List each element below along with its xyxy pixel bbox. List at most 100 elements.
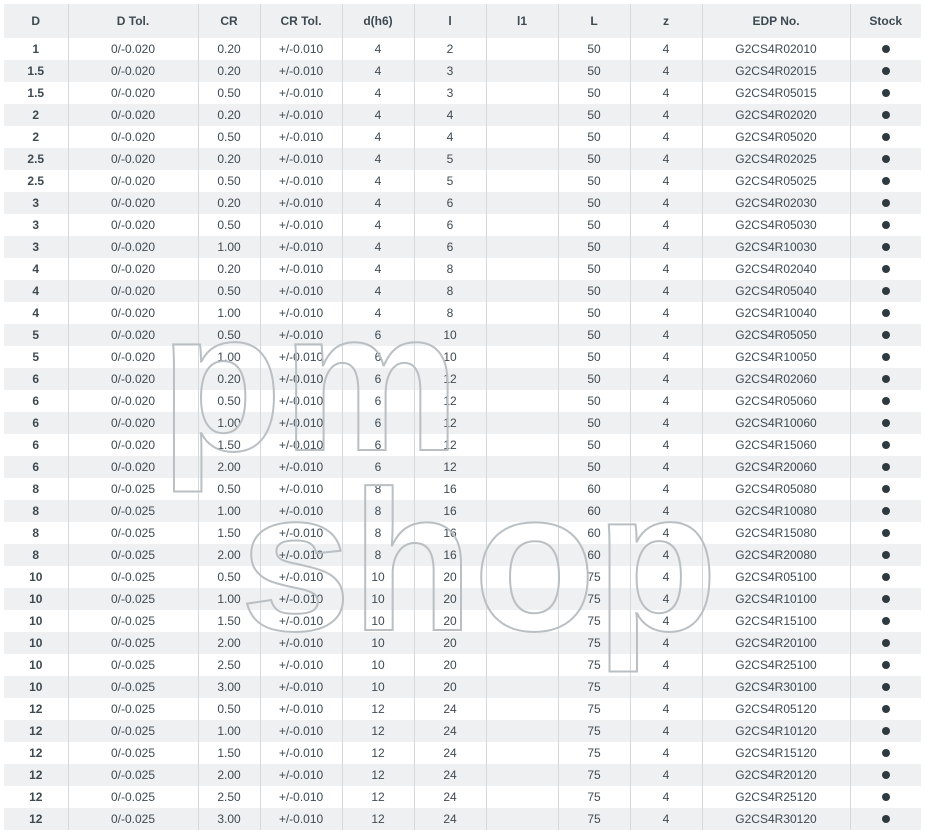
col-CR[interactable]: CR	[198, 4, 260, 38]
cell-stock	[850, 808, 921, 830]
cell-EDP: G2CS4R02010	[702, 38, 850, 60]
table-row[interactable]: 50/-0.0200.50+/-0.010610504G2CS4R05050	[4, 324, 921, 346]
cell-DTol: 0/-0.025	[68, 808, 198, 830]
table-row[interactable]: 80/-0.0251.00+/-0.010816604G2CS4R10080	[4, 500, 921, 522]
table-row[interactable]: 100/-0.0251.00+/-0.0101020754G2CS4R10100	[4, 588, 921, 610]
cell-CRTol: +/-0.010	[260, 588, 342, 610]
cell-dh6: 6	[342, 390, 414, 412]
cell-EDP: G2CS4R05040	[702, 280, 850, 302]
table-header: D D Tol. CR CR Tol. d(h6) l l1 L z EDP N…	[4, 4, 921, 38]
cell-EDP: G2CS4R15120	[702, 742, 850, 764]
table-row[interactable]: 20/-0.0200.50+/-0.01044504G2CS4R05020	[4, 126, 921, 148]
table-row[interactable]: 10/-0.0200.20+/-0.01042504G2CS4R02010	[4, 38, 921, 60]
table-row[interactable]: 2.50/-0.0200.50+/-0.01045504G2CS4R05025	[4, 170, 921, 192]
cell-L: 50	[558, 390, 630, 412]
cell-CRTol: +/-0.010	[260, 434, 342, 456]
cell-z: 4	[630, 214, 702, 236]
cell-EDP: G2CS4R30120	[702, 808, 850, 830]
table-row[interactable]: 2.50/-0.0200.20+/-0.01045504G2CS4R02025	[4, 148, 921, 170]
col-z[interactable]: z	[630, 4, 702, 38]
cell-stock	[850, 346, 921, 368]
cell-l: 8	[414, 258, 486, 280]
table-row[interactable]: 120/-0.0252.50+/-0.0101224754G2CS4R25120	[4, 786, 921, 808]
cell-stock	[850, 522, 921, 544]
cell-CRTol: +/-0.010	[260, 126, 342, 148]
col-D[interactable]: D	[4, 4, 68, 38]
table-row[interactable]: 20/-0.0200.20+/-0.01044504G2CS4R02020	[4, 104, 921, 126]
cell-DTol: 0/-0.020	[68, 148, 198, 170]
col-L[interactable]: L	[558, 4, 630, 38]
cell-L: 75	[558, 566, 630, 588]
cell-CRTol: +/-0.010	[260, 544, 342, 566]
table-row[interactable]: 80/-0.0252.00+/-0.010816604G2CS4R20080	[4, 544, 921, 566]
cell-dh6: 10	[342, 654, 414, 676]
cell-CR: 0.20	[198, 258, 260, 280]
cell-l: 20	[414, 610, 486, 632]
col-Stock[interactable]: Stock	[850, 4, 921, 38]
cell-EDP: G2CS4R10080	[702, 500, 850, 522]
table-row[interactable]: 60/-0.0202.00+/-0.010612504G2CS4R20060	[4, 456, 921, 478]
cell-z: 4	[630, 104, 702, 126]
table-row[interactable]: 120/-0.0252.00+/-0.0101224754G2CS4R20120	[4, 764, 921, 786]
cell-CRTol: +/-0.010	[260, 148, 342, 170]
table-row[interactable]: 30/-0.0200.50+/-0.01046504G2CS4R05030	[4, 214, 921, 236]
table-row[interactable]: 40/-0.0200.50+/-0.01048504G2CS4R05040	[4, 280, 921, 302]
cell-CRTol: +/-0.010	[260, 368, 342, 390]
table-row[interactable]: 120/-0.0250.50+/-0.0101224754G2CS4R05120	[4, 698, 921, 720]
cell-L: 50	[558, 324, 630, 346]
col-dh6[interactable]: d(h6)	[342, 4, 414, 38]
cell-CR: 0.50	[198, 324, 260, 346]
stock-dot-icon	[882, 815, 890, 823]
table-row[interactable]: 30/-0.0201.00+/-0.01046504G2CS4R10030	[4, 236, 921, 258]
cell-EDP: G2CS4R05025	[702, 170, 850, 192]
table-row[interactable]: 60/-0.0200.50+/-0.010612504G2CS4R05060	[4, 390, 921, 412]
cell-CR: 0.20	[198, 148, 260, 170]
table-row[interactable]: 120/-0.0253.00+/-0.0101224754G2CS4R30120	[4, 808, 921, 830]
table-row[interactable]: 80/-0.0250.50+/-0.010816604G2CS4R05080	[4, 478, 921, 500]
table-row[interactable]: 50/-0.0201.00+/-0.010610504G2CS4R10050	[4, 346, 921, 368]
cell-DTol: 0/-0.020	[68, 258, 198, 280]
cell-L: 75	[558, 698, 630, 720]
cell-dh6: 6	[342, 456, 414, 478]
cell-DTol: 0/-0.025	[68, 566, 198, 588]
table-row[interactable]: 120/-0.0251.00+/-0.0101224754G2CS4R10120	[4, 720, 921, 742]
table-row[interactable]: 30/-0.0200.20+/-0.01046504G2CS4R02030	[4, 192, 921, 214]
table-row[interactable]: 60/-0.0201.50+/-0.010612504G2CS4R15060	[4, 434, 921, 456]
cell-dh6: 8	[342, 478, 414, 500]
table-row[interactable]: 100/-0.0251.50+/-0.0101020754G2CS4R15100	[4, 610, 921, 632]
cell-z: 4	[630, 764, 702, 786]
table-row[interactable]: 100/-0.0253.00+/-0.0101020754G2CS4R30100	[4, 676, 921, 698]
col-l[interactable]: l	[414, 4, 486, 38]
cell-D: 12	[4, 808, 68, 830]
cell-L: 50	[558, 148, 630, 170]
table-row[interactable]: 1.50/-0.0200.50+/-0.01043504G2CS4R05015	[4, 82, 921, 104]
table-row[interactable]: 80/-0.0251.50+/-0.010816604G2CS4R15080	[4, 522, 921, 544]
col-EDP[interactable]: EDP No.	[702, 4, 850, 38]
cell-CRTol: +/-0.010	[260, 808, 342, 830]
col-DTol[interactable]: D Tol.	[68, 4, 198, 38]
table-row[interactable]: 100/-0.0252.50+/-0.0101020754G2CS4R25100	[4, 654, 921, 676]
cell-EDP: G2CS4R20100	[702, 632, 850, 654]
cell-l: 3	[414, 60, 486, 82]
table-row[interactable]: 120/-0.0251.50+/-0.0101224754G2CS4R15120	[4, 742, 921, 764]
cell-stock	[850, 170, 921, 192]
cell-CR: 1.50	[198, 742, 260, 764]
col-l1[interactable]: l1	[486, 4, 558, 38]
table-row[interactable]: 40/-0.0201.00+/-0.01048504G2CS4R10040	[4, 302, 921, 324]
cell-z: 4	[630, 478, 702, 500]
cell-dh6: 6	[342, 434, 414, 456]
cell-z: 4	[630, 522, 702, 544]
table-row[interactable]: 40/-0.0200.20+/-0.01048504G2CS4R02040	[4, 258, 921, 280]
cell-l: 20	[414, 654, 486, 676]
col-CRTol[interactable]: CR Tol.	[260, 4, 342, 38]
cell-CRTol: +/-0.010	[260, 764, 342, 786]
table-row[interactable]: 100/-0.0250.50+/-0.0101020754G2CS4R05100	[4, 566, 921, 588]
cell-stock	[850, 126, 921, 148]
cell-CR: 0.50	[198, 390, 260, 412]
table-row[interactable]: 60/-0.0200.20+/-0.010612504G2CS4R02060	[4, 368, 921, 390]
table-row[interactable]: 100/-0.0252.00+/-0.0101020754G2CS4R20100	[4, 632, 921, 654]
table-row[interactable]: 1.50/-0.0200.20+/-0.01043504G2CS4R02015	[4, 60, 921, 82]
cell-stock	[850, 258, 921, 280]
table-row[interactable]: 60/-0.0201.00+/-0.010612504G2CS4R10060	[4, 412, 921, 434]
cell-l1	[486, 808, 558, 830]
